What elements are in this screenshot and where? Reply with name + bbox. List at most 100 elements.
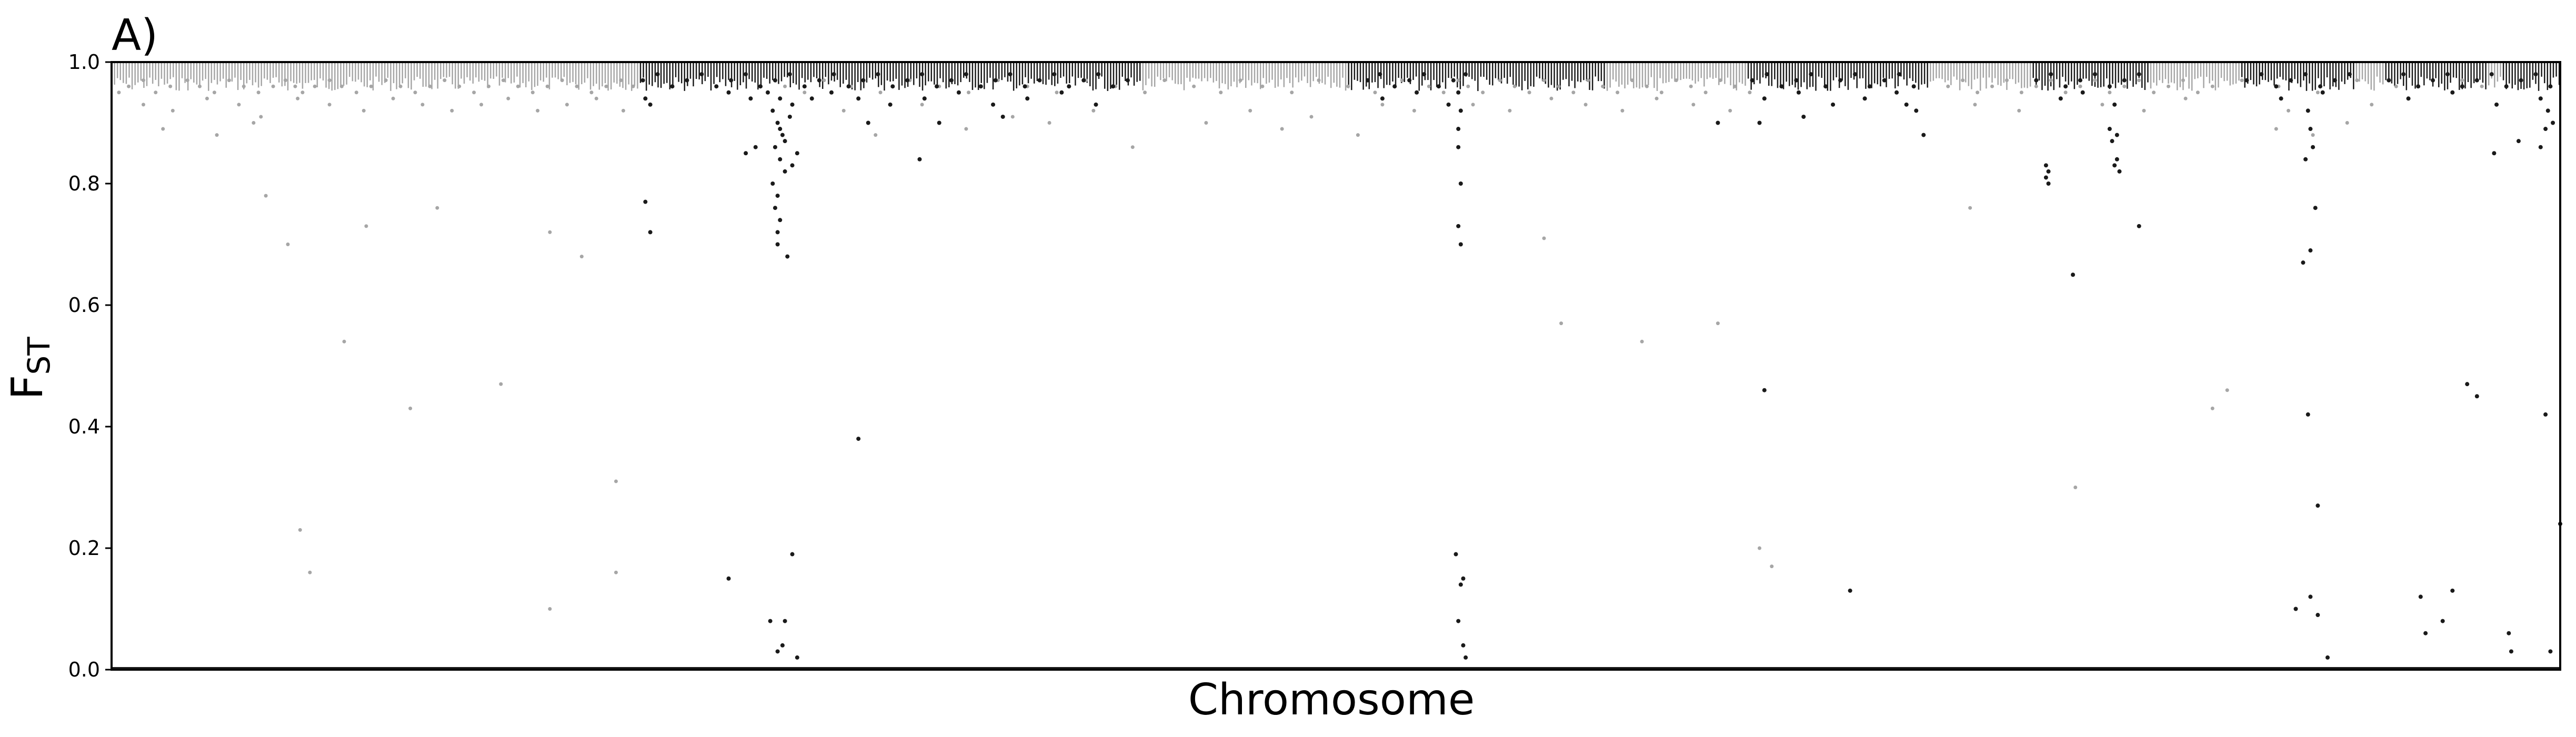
- data-point-dark: [1436, 84, 1441, 89]
- data-point-dark: [2058, 96, 2063, 101]
- data-point-dark: [1464, 72, 1468, 77]
- data-point-dark: [1456, 90, 1461, 95]
- data-point-dark: [2445, 72, 2450, 77]
- data-point-light: [1512, 84, 1517, 88]
- data-point-dark: [2306, 412, 2310, 417]
- data-point-dark: [2548, 84, 2553, 89]
- data-point-light: [215, 133, 219, 137]
- data-point-light: [259, 115, 263, 119]
- data-point-dark: [1716, 120, 1720, 125]
- data-point-light: [2181, 78, 2185, 83]
- data-point-light: [457, 84, 462, 88]
- data-point-light: [964, 127, 968, 131]
- data-point-dark: [744, 72, 748, 77]
- data-point-light: [2460, 78, 2464, 83]
- data-point-dark: [778, 127, 783, 132]
- data-point-dark: [1867, 84, 1872, 89]
- data-point-dark: [1081, 78, 1086, 83]
- data-point-light: [1968, 206, 1972, 210]
- data-point-light: [1204, 121, 1208, 125]
- data-point-dark: [2046, 169, 2051, 174]
- data-point-dark: [1464, 655, 1468, 660]
- data-point-dark: [2114, 157, 2119, 161]
- data-point-light: [803, 90, 807, 95]
- data-point-light: [1703, 90, 1708, 95]
- data-point-light: [1091, 108, 1096, 113]
- data-point-dark: [1458, 108, 1463, 113]
- data-point-dark: [1392, 84, 1397, 89]
- data-point-light: [1373, 90, 1377, 95]
- data-point-light: [1674, 78, 1678, 83]
- data-point-light: [548, 607, 552, 611]
- data-point-dark: [846, 84, 851, 89]
- data-point-light: [579, 255, 584, 259]
- data-point-light: [2108, 90, 2112, 95]
- data-point-dark: [2504, 84, 2509, 89]
- data-point-light: [293, 84, 297, 88]
- data-point-light: [2078, 84, 2082, 88]
- data-point-light: [2394, 84, 2398, 88]
- data-point-light: [1620, 108, 1625, 113]
- data-point-light: [1441, 90, 1446, 95]
- data-point-dark: [876, 72, 880, 77]
- data-point-dark: [1000, 114, 1005, 119]
- data-point-dark: [795, 655, 799, 660]
- data-point-light: [2183, 96, 2188, 100]
- data-point-light: [2274, 127, 2278, 131]
- data-point-dark: [778, 96, 783, 101]
- y-tick-label: 1.0: [68, 51, 100, 74]
- data-point-light: [1630, 78, 1635, 83]
- data-point-dark: [2460, 84, 2464, 89]
- data-point-dark: [775, 194, 780, 198]
- data-point-light: [237, 103, 241, 107]
- data-point-light: [2316, 90, 2320, 95]
- data-point-dark: [670, 84, 675, 89]
- data-point-light: [1645, 84, 1649, 88]
- data-point-light: [1260, 84, 1265, 88]
- data-point-light: [1691, 103, 1696, 107]
- data-point-dark: [2114, 133, 2119, 137]
- data-point-light: [874, 133, 878, 137]
- data-point-dark: [1794, 78, 1799, 83]
- data-point-dark: [2080, 90, 2085, 95]
- data-point-dark: [748, 96, 753, 101]
- data-point-light: [364, 224, 368, 228]
- data-point-light: [2355, 78, 2359, 83]
- data-point-light: [1976, 90, 1980, 95]
- data-point-light: [1219, 90, 1223, 95]
- data-point-light: [1280, 127, 1284, 131]
- data-point-dark: [890, 84, 895, 89]
- data-point-dark: [2406, 96, 2411, 101]
- data-point-dark: [2308, 594, 2313, 599]
- data-point-dark: [1025, 96, 1030, 101]
- data-point-light: [614, 479, 618, 483]
- data-point-dark: [956, 90, 961, 95]
- data-point-dark: [2117, 169, 2122, 174]
- data-point-light: [1471, 103, 1475, 107]
- data-point-dark: [2293, 607, 2298, 611]
- data-point-light: [2004, 78, 2009, 83]
- data-point-dark: [2545, 108, 2550, 113]
- data-point-dark: [1125, 78, 1130, 83]
- data-point-light: [1427, 84, 1431, 88]
- data-point-light: [631, 84, 635, 88]
- data-point-light: [2345, 121, 2349, 125]
- data-point-dark: [2320, 90, 2325, 95]
- data-point-light: [506, 96, 510, 100]
- data-point-dark: [770, 181, 775, 186]
- data-point-light: [185, 78, 189, 83]
- data-point-light: [878, 90, 883, 95]
- data-point-dark: [2112, 102, 2117, 107]
- data-point-dark: [2043, 175, 2048, 180]
- data-point-light: [2287, 108, 2291, 113]
- data-point-dark: [2533, 72, 2538, 77]
- data-point-light: [298, 528, 302, 532]
- data-point-light: [1466, 84, 1470, 88]
- data-point-dark: [2107, 84, 2112, 89]
- data-point-light: [1659, 90, 1663, 95]
- data-point-light: [1718, 78, 1722, 83]
- y-tick-label: 0.2: [68, 537, 100, 560]
- data-point-light: [1508, 108, 1512, 113]
- data-point-light: [1143, 90, 1147, 95]
- y-axis-label-main: F: [3, 375, 53, 400]
